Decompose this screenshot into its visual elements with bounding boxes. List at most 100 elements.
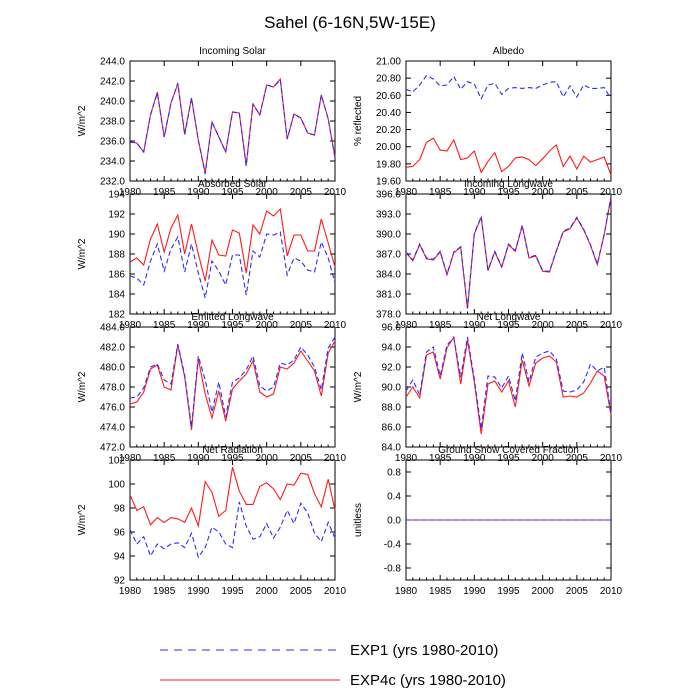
x-tick-label: 1985 <box>429 320 452 331</box>
x-tick-label: 2005 <box>290 187 313 198</box>
x-tick-label: 2005 <box>566 320 589 331</box>
panel-incoming-longwave: Incoming Longwave 1980 1985 1990 1995 2000 200… <box>376 179 623 331</box>
series-line-exp4c <box>405 197 612 309</box>
x-tick-label: 1995 <box>497 187 520 198</box>
x-tick-label: 1980 <box>395 187 418 198</box>
x-tick-label: 1990 <box>463 187 486 198</box>
y-tick-label: 381.0 <box>376 290 401 301</box>
x-tick-label: 2005 <box>566 187 589 198</box>
y-tick-label: 92 <box>114 576 126 587</box>
x-tick-label: 1995 <box>221 187 244 198</box>
y-tick-label: 100 <box>108 480 125 491</box>
series-line-exp1 <box>129 78 336 175</box>
y-tick-label: 190 <box>108 230 125 241</box>
y-tick-label: 20.80 <box>376 74 401 85</box>
x-tick-label: 1985 <box>153 453 176 464</box>
x-tick-label: 2010 <box>600 586 623 597</box>
y-tick-label: 94 <box>114 552 126 563</box>
x-tick-label: 1990 <box>463 586 486 597</box>
x-tick-label: 2005 <box>566 586 589 597</box>
x-tick-label: 1995 <box>497 586 520 597</box>
x-tick-label: 2010 <box>324 586 347 597</box>
y-tick-label: 20.40 <box>376 108 401 119</box>
y-tick-label: 90.0 <box>382 383 402 394</box>
panel-title: Incoming Longwave <box>464 179 553 190</box>
series-line-exp4c <box>129 207 336 282</box>
y-tick-label: 20.00 <box>376 142 401 153</box>
series-line-exp1 <box>129 231 336 299</box>
x-tick-label: 1990 <box>187 187 210 198</box>
y-tick-label: 0.4 <box>387 492 401 503</box>
x-tick-label: 2000 <box>532 187 555 198</box>
x-tick-label: 1990 <box>187 586 210 597</box>
y-axis-label: unitless <box>353 503 364 537</box>
x-tick-label: 2000 <box>256 320 279 331</box>
panel-ground-snow-covered-fraction: Ground Snow Covered Fraction 1980 1985 1990… <box>353 445 623 597</box>
x-tick-label: 1980 <box>119 453 142 464</box>
x-tick-label: 1980 <box>395 453 418 464</box>
x-tick-label: 2010 <box>324 453 347 464</box>
x-tick-label: 1995 <box>221 586 244 597</box>
x-tick-label: 1980 <box>119 320 142 331</box>
panel-absorbed-solar: Absorbed Solar 1980 1985 1990 1995 2000 2005 20… <box>77 179 347 331</box>
x-tick-label: 1985 <box>429 453 452 464</box>
series-line-exp1 <box>129 336 336 428</box>
series-line-exp4c <box>405 335 612 435</box>
y-tick-label: 387.0 <box>376 250 401 261</box>
series-line-exp4c <box>129 340 336 431</box>
series-line-exp1 <box>129 501 336 559</box>
x-tick-label: 2010 <box>600 187 623 198</box>
y-tick-label: 384.0 <box>376 270 401 281</box>
y-tick-label: 482.0 <box>100 343 125 354</box>
x-tick-label: 2000 <box>256 453 279 464</box>
x-tick-label: 1980 <box>119 187 142 198</box>
x-tick-label: 1980 <box>119 586 142 597</box>
y-tick-label: 474.0 <box>100 423 125 434</box>
x-tick-label: 1985 <box>429 187 452 198</box>
x-tick-label: 2000 <box>532 586 555 597</box>
x-tick-label: 1995 <box>497 320 520 331</box>
y-tick-label: 19.80 <box>376 159 401 170</box>
x-tick-label: 2000 <box>256 586 279 597</box>
panel-title: Absorbed Solar <box>198 179 268 190</box>
y-tick-label: -0.8 <box>384 564 402 575</box>
legend-exp1-label: EXP1 (yrs 1980-2010) <box>350 642 498 659</box>
panel-emitted-longwave: Emitted Longwave 1980 1985 1990 1995 2000 2005… <box>77 312 347 464</box>
y-tick-label: 240.0 <box>100 97 125 108</box>
y-tick-label: 234.0 <box>100 157 125 168</box>
y-tick-label: 378.0 <box>376 310 401 321</box>
legend: EXP1 (yrs 1980-2010) EXP4c (yrs 1980-201… <box>160 642 506 689</box>
x-tick-label: 2005 <box>290 320 313 331</box>
y-tick-label: 19.60 <box>376 177 401 188</box>
y-tick-label: 192 <box>108 210 125 221</box>
series-line-exp4c <box>129 77 336 174</box>
panel-title: Ground Snow Covered Fraction <box>438 445 579 456</box>
x-tick-label: 2000 <box>532 320 555 331</box>
y-tick-label: 182 <box>108 310 125 321</box>
x-tick-label: 1980 <box>395 320 418 331</box>
panels: Incoming Solar 1980 1985 1990 1995 2000 2005 20… <box>77 46 623 597</box>
plot-frame <box>405 193 612 315</box>
plot-frame <box>129 193 336 315</box>
panel-albedo: Albedo 1980 1985 1990 1995 2000 2005 2010 19.60 1… <box>353 46 623 198</box>
panel-title: Incoming Solar <box>199 46 266 57</box>
x-tick-label: 1990 <box>463 453 486 464</box>
panel-title: Albedo <box>493 46 525 57</box>
x-tick-label: 1985 <box>153 586 176 597</box>
y-axis-label: W/m^2 <box>77 504 88 535</box>
y-tick-label: 188 <box>108 250 125 261</box>
y-tick-label: 0.0 <box>387 516 401 527</box>
x-tick-label: 2010 <box>600 453 623 464</box>
y-tick-label: 244.0 <box>100 57 125 68</box>
x-tick-label: 2010 <box>600 320 623 331</box>
x-tick-label: 1980 <box>395 586 418 597</box>
x-tick-label: 2000 <box>532 453 555 464</box>
series-line-exp1 <box>405 74 612 100</box>
y-axis-label: W/m^2 <box>77 238 88 269</box>
x-tick-label: 2010 <box>324 187 347 198</box>
x-tick-label: 1985 <box>153 320 176 331</box>
series-line-exp4c <box>129 467 336 529</box>
y-tick-label: 88.0 <box>382 403 402 414</box>
y-tick-label: 0.8 <box>387 468 401 479</box>
